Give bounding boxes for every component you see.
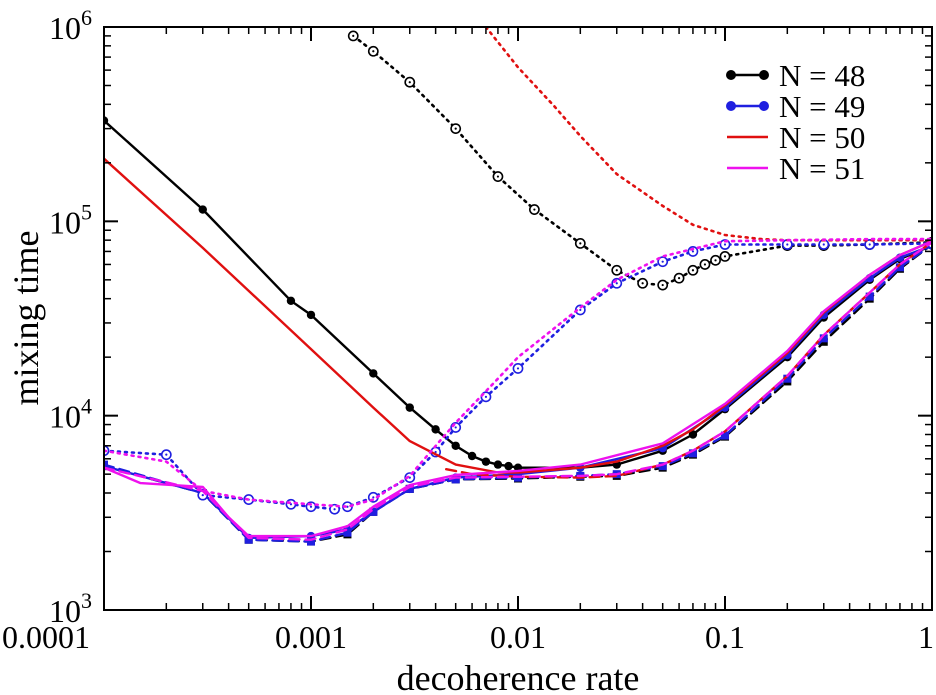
data-point-center — [641, 282, 644, 285]
data-point-center — [333, 508, 336, 511]
data-point — [198, 205, 207, 214]
data-point — [369, 507, 378, 516]
data-point-center — [408, 81, 411, 84]
x-axis: 0.0001 0.001 0.01 0.1 1 — [2, 27, 934, 655]
y-tick-label: 104 — [49, 394, 92, 435]
data-point — [783, 374, 792, 383]
legend-marker — [759, 70, 769, 80]
data-point-center — [714, 259, 717, 262]
data-point-center — [496, 175, 500, 178]
data-point-center — [691, 269, 695, 272]
data-point — [431, 425, 440, 434]
data-point-center — [201, 494, 204, 497]
data-point-center — [533, 208, 536, 211]
x-tick-label: 0.1 — [705, 619, 745, 655]
data-point — [104, 460, 108, 469]
data-point — [369, 369, 378, 378]
data-point-center — [703, 263, 707, 266]
legend-item: N = 48 — [726, 58, 865, 93]
data-point-center — [579, 242, 582, 245]
series-N51-dotted — [104, 237, 932, 509]
data-point-center — [786, 243, 789, 246]
data-point-center — [434, 450, 437, 454]
data-point-center — [165, 453, 168, 456]
y-axis-label: mixing time — [6, 231, 46, 406]
x-tick-label: 0.001 — [275, 619, 347, 655]
data-point-center — [454, 426, 457, 429]
data-point — [819, 334, 828, 343]
legend-label: N = 49 — [779, 89, 865, 124]
x-tick-label: 0.0001 — [2, 619, 90, 655]
legend-item: N = 49 — [726, 89, 865, 124]
y-axis: 103 104 105 106 — [49, 5, 932, 629]
data-point — [481, 457, 491, 466]
data-point-center — [516, 367, 520, 370]
data-point — [688, 430, 698, 439]
data-point — [286, 296, 296, 306]
data-point — [307, 537, 315, 546]
legend-item: N = 51 — [727, 151, 865, 186]
data-point — [688, 449, 697, 458]
legend-marker — [759, 101, 769, 111]
y-tick-label: 105 — [49, 199, 92, 240]
data-point-center — [723, 243, 727, 246]
data-point — [467, 451, 477, 461]
data-point — [504, 461, 513, 471]
data-point-center — [484, 395, 488, 398]
data-point-center — [615, 282, 618, 285]
legend-marker — [726, 70, 736, 80]
legend-label: N = 48 — [779, 58, 865, 93]
data-point — [865, 292, 874, 301]
legend: N = 48N = 49N = 50N = 51 — [726, 58, 865, 186]
data-point-center — [691, 250, 695, 253]
data-point-center — [661, 283, 664, 287]
data-point-center — [579, 308, 582, 312]
legend-label: N = 50 — [779, 120, 865, 155]
series-line — [104, 241, 932, 541]
data-point — [895, 263, 904, 272]
data-point — [451, 441, 460, 450]
x-tick-label: 1 — [918, 619, 934, 655]
data-point — [244, 535, 253, 544]
legend-item: N = 50 — [727, 120, 865, 155]
data-point — [104, 116, 109, 125]
data-point — [306, 310, 316, 320]
data-point-center — [372, 50, 375, 53]
series-line — [104, 237, 932, 509]
data-point — [658, 462, 667, 471]
data-point — [405, 403, 414, 412]
x-tick-label: 0.01 — [490, 619, 546, 655]
data-point-center — [723, 255, 727, 258]
data-point-center — [661, 260, 664, 263]
series-N51-dashed — [104, 241, 932, 541]
series-layer — [104, 27, 932, 546]
y-tick-label: 103 — [49, 588, 92, 629]
y-tick-label: 106 — [49, 5, 92, 46]
data-point-center — [615, 269, 618, 272]
data-point-center — [352, 34, 355, 37]
data-point-center — [677, 277, 681, 280]
data-point — [343, 528, 352, 537]
legend-label: N = 51 — [779, 151, 865, 186]
data-point — [405, 484, 414, 493]
x-axis-label: decoherence rate — [397, 658, 640, 695]
data-point — [493, 460, 503, 469]
data-point-center — [822, 243, 825, 246]
data-point-center — [309, 505, 313, 508]
data-point-center — [454, 127, 457, 130]
data-point — [721, 431, 729, 440]
data-point — [451, 475, 460, 484]
data-point-center — [372, 496, 375, 499]
legend-marker — [726, 101, 736, 111]
data-point-center — [868, 243, 871, 246]
